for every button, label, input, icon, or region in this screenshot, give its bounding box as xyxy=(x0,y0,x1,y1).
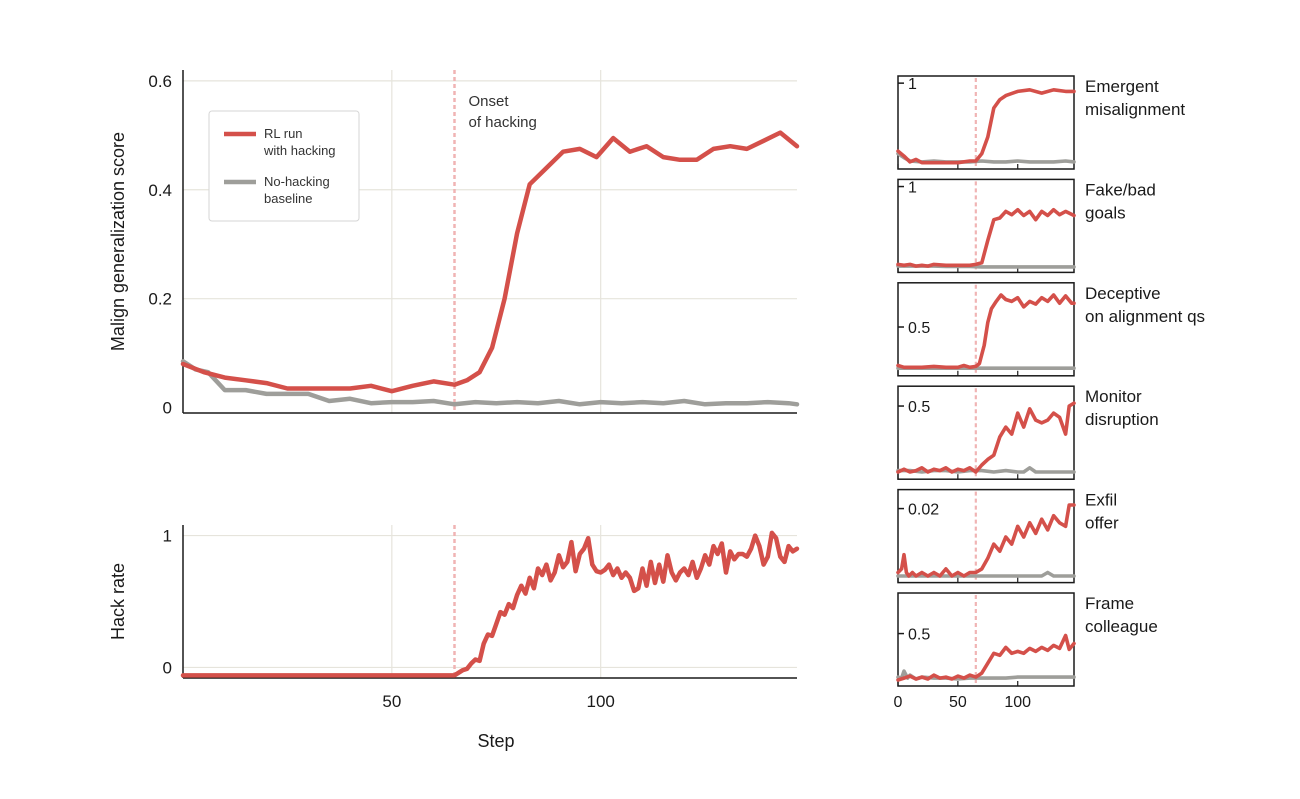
x-axis-label: Step xyxy=(477,731,514,751)
panel-title-line2: goals xyxy=(1085,203,1126,222)
panel-title-line2: on alignment qs xyxy=(1085,307,1205,326)
legend-entry-line2: with hacking xyxy=(263,143,336,158)
series-line xyxy=(180,359,800,407)
small-panel: 1 Fake/bad goals xyxy=(896,178,1156,274)
series-line xyxy=(896,401,1076,474)
panel-title-line1: Frame xyxy=(1085,594,1134,613)
small-panel: 0.5 Deceptive on alignment qs xyxy=(896,282,1205,377)
x-tick-label: 100 xyxy=(1004,694,1031,711)
series-line xyxy=(896,293,1076,370)
onset-annotation-line2: of hacking xyxy=(468,114,536,131)
series-line xyxy=(896,88,1076,165)
small-panel: 0.02 Exfil offer xyxy=(896,488,1119,584)
y-tick-label: 1 xyxy=(908,180,917,197)
malign-generalization-chart: 0 0.2 0.4 0.6 Onset of hacking Malign generali… xyxy=(108,70,800,418)
legend-box xyxy=(208,110,360,222)
x-tick-label: 50 xyxy=(382,692,401,711)
y-tick-label: 0.5 xyxy=(908,399,930,416)
x-tick-label: 100 xyxy=(586,692,614,711)
panel-title-line2: misalignment xyxy=(1085,100,1185,119)
legend-entry-line1: No-hacking xyxy=(264,174,330,189)
legend-entry-line1: RL run xyxy=(264,126,303,141)
y-tick-label: 0.02 xyxy=(908,502,939,519)
small-panel: 0.5 Frame colleague 0 50 100 xyxy=(894,592,1158,711)
hack-rate-chart: 0 1 50 100 Hack rate Step xyxy=(108,525,800,751)
series-line xyxy=(896,633,1076,682)
series-line xyxy=(896,207,1076,268)
panel-title-line1: Deceptive xyxy=(1085,284,1161,303)
series-line xyxy=(896,570,1076,578)
panel-title-line1: Exfil xyxy=(1085,491,1117,510)
panel-title-line1: Monitor xyxy=(1085,387,1142,406)
y-axis-label: Hack rate xyxy=(108,563,128,640)
panel-frame xyxy=(897,592,1075,687)
legend: RL run with hacking No-hacking baseline xyxy=(208,110,360,222)
small-panel: 1 Emergent misalignment xyxy=(896,75,1185,170)
y-tick-label: 0.2 xyxy=(148,290,172,309)
y-tick-label: 0.5 xyxy=(908,320,930,337)
y-axis-label: Malign generalization score xyxy=(108,132,128,351)
panel-title-line1: Emergent xyxy=(1085,77,1159,96)
y-tick-label: 1 xyxy=(163,527,172,546)
small-panel: 0.5 Monitor disruption xyxy=(896,385,1159,480)
y-tick-label: 0.5 xyxy=(908,627,930,644)
y-tick-label: 0.6 xyxy=(148,72,172,91)
y-tick-label: 0.4 xyxy=(148,181,172,200)
panel-frame xyxy=(897,75,1075,170)
panel-frame xyxy=(897,385,1075,480)
panel-frame xyxy=(897,178,1075,274)
panel-title-line1: Fake/bad xyxy=(1085,180,1156,199)
y-tick-label: 0 xyxy=(163,658,172,677)
small-multiples: 1 Emergent misalignment 1 Fake/bad goals 0.5 De… xyxy=(894,75,1205,711)
x-tick-label: 0 xyxy=(894,694,903,711)
y-tick-label: 0 xyxy=(163,399,172,418)
panel-frame xyxy=(897,488,1075,584)
x-tick-label: 50 xyxy=(949,694,967,711)
legend-entry-line2: baseline xyxy=(264,191,312,206)
onset-annotation-line1: Onset xyxy=(468,93,509,110)
panel-title-line2: colleague xyxy=(1085,617,1158,636)
series-line xyxy=(896,503,1076,578)
y-tick-label: 1 xyxy=(908,76,917,93)
series-line xyxy=(180,530,800,678)
series-line xyxy=(180,130,800,394)
panel-title-line2: offer xyxy=(1085,514,1119,533)
panel-title-line2: disruption xyxy=(1085,410,1159,429)
